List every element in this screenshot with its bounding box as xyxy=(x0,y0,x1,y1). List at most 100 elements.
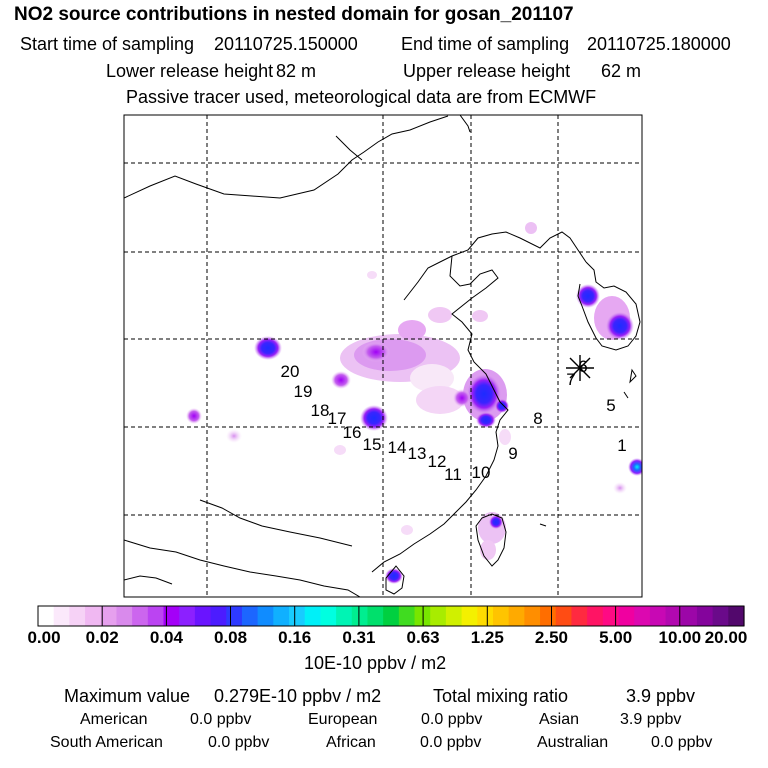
colorbar-swatch xyxy=(69,606,86,626)
colorbar-swatch xyxy=(147,606,165,626)
lower-height-label: Lower release height xyxy=(106,61,274,81)
colorbar-swatch xyxy=(524,606,541,626)
colorbar-swatch xyxy=(210,606,227,626)
colorbar-swatch xyxy=(618,606,635,626)
region-value: 0.0 ppbv xyxy=(421,711,483,728)
colorbar-swatch xyxy=(367,606,384,626)
colorbar-swatch xyxy=(681,606,698,626)
colorbar-swatch xyxy=(116,606,133,626)
colorbar-swatch xyxy=(38,606,55,626)
trajectory-label: 1 xyxy=(617,436,626,455)
trajectory-label: 9 xyxy=(508,444,517,463)
colorbar-swatch xyxy=(85,606,102,626)
total-mixing-label: Total mixing ratio xyxy=(433,686,569,706)
colorbar-ticks xyxy=(37,606,745,626)
colorbar-swatch xyxy=(602,606,620,626)
max-value: 0.279E-10 ppbv / m2 xyxy=(214,686,382,706)
coastlines xyxy=(124,115,641,597)
region-name: South American xyxy=(50,734,163,751)
colorbar-swatch xyxy=(226,606,243,626)
colorbar-swatch xyxy=(257,606,274,626)
colorbar-swatch xyxy=(398,606,416,626)
colorbar-swatch xyxy=(555,606,573,626)
colorbar-tick-label: 5.00 xyxy=(599,628,633,647)
trajectory-label: 14 xyxy=(388,438,407,457)
colorbar-swatch xyxy=(163,606,180,626)
colorbar-swatch xyxy=(273,606,290,626)
colorbar-tick-label: 0.02 xyxy=(85,628,119,647)
colorbar-swatch xyxy=(665,606,682,626)
trajectory-label: 19 xyxy=(294,382,313,401)
upper-height-value: 62 m xyxy=(601,61,642,81)
trajectory-label: 18 xyxy=(311,401,330,420)
end-time-value: 20110725.180000 xyxy=(587,34,731,54)
colorbar-tick-label: 20.00 xyxy=(704,628,748,647)
region-name: American xyxy=(80,711,148,728)
colorbar-swatch xyxy=(351,606,369,626)
colorbar-tick-label: 0.16 xyxy=(278,628,312,647)
colorbar-swatch xyxy=(336,606,353,626)
colorbar-swatch xyxy=(696,606,714,626)
colorbar-swatch xyxy=(492,606,510,626)
trajectory-label: 7 xyxy=(566,370,575,389)
region-name: African xyxy=(326,734,376,751)
colorbar-swatch xyxy=(53,606,70,626)
colorbar-swatch xyxy=(649,606,667,626)
concentration-field xyxy=(186,222,642,584)
colorbar-tick-label: 10.00 xyxy=(658,628,702,647)
start-time-value: 20110725.150000 xyxy=(214,34,358,54)
colorbar-swatch xyxy=(132,606,149,626)
region-value: 0.0 ppbv xyxy=(420,734,482,751)
region-name: European xyxy=(308,711,378,728)
region-value: 0.0 ppbv xyxy=(190,711,252,728)
colorbar-tick-label: 2.50 xyxy=(534,628,568,647)
start-time-label: Start time of sampling xyxy=(20,34,195,54)
trajectory-label: 11 xyxy=(444,465,462,484)
colorbar-unit: 10E-10 ppbv / m2 xyxy=(304,653,447,673)
colorbar-swatch xyxy=(100,606,118,626)
max-value-label: Maximum value xyxy=(64,686,191,706)
colorbar-swatch xyxy=(728,606,745,626)
total-mixing-value: 3.9 ppbv xyxy=(626,686,696,706)
trajectory-label: 12 xyxy=(428,452,447,471)
figure-title: NO2 source contributions in nested domai… xyxy=(14,4,574,25)
region-value: 0.0 ppbv xyxy=(208,734,270,751)
trajectory-label: 10 xyxy=(472,463,491,482)
colorbar-tick-label: 0.31 xyxy=(342,628,376,647)
colorbar-swatch xyxy=(241,606,259,626)
colorbar-frame xyxy=(37,605,745,627)
upper-height-label: Upper release height xyxy=(403,61,571,81)
colorbar-tick-label: 0.04 xyxy=(149,628,183,647)
lower-height-value: 82 m xyxy=(276,61,317,81)
region-name: Asian xyxy=(539,711,580,728)
region-name: Australian xyxy=(537,734,609,751)
colorbar-swatch xyxy=(383,606,400,626)
meteorology-note: Passive tracer used, meteorological data… xyxy=(126,87,597,107)
colorbar-swatch xyxy=(179,606,196,626)
region-value: 0.0 ppbv xyxy=(651,734,713,751)
end-time-label: End time of sampling xyxy=(401,34,570,54)
colorbar xyxy=(38,606,745,626)
colorbar-tick-label: 0.00 xyxy=(27,628,61,647)
receptor-marker xyxy=(566,355,594,381)
colorbar-tick-label: 1.25 xyxy=(470,628,504,647)
colorbar-swatch xyxy=(430,606,447,626)
colorbar-swatch xyxy=(634,606,651,626)
trajectory-label: 16 xyxy=(343,423,362,442)
colorbar-tick-label: 0.08 xyxy=(213,628,248,647)
colorbar-swatch xyxy=(445,606,463,626)
colorbar-swatch xyxy=(587,606,604,626)
colorbar-swatch xyxy=(461,606,478,626)
colorbar-swatch xyxy=(571,606,588,626)
colorbar-swatch xyxy=(508,606,525,626)
trajectory-label: 17 xyxy=(328,409,347,428)
colorbar-swatch xyxy=(540,606,557,626)
region-value: 3.9 ppbv xyxy=(620,711,682,728)
map-frame xyxy=(123,114,643,598)
colorbar-swatch xyxy=(477,606,494,626)
colorbar-swatch xyxy=(320,606,337,626)
colorbar-swatch xyxy=(194,606,212,626)
colorbar-swatch xyxy=(712,606,729,626)
